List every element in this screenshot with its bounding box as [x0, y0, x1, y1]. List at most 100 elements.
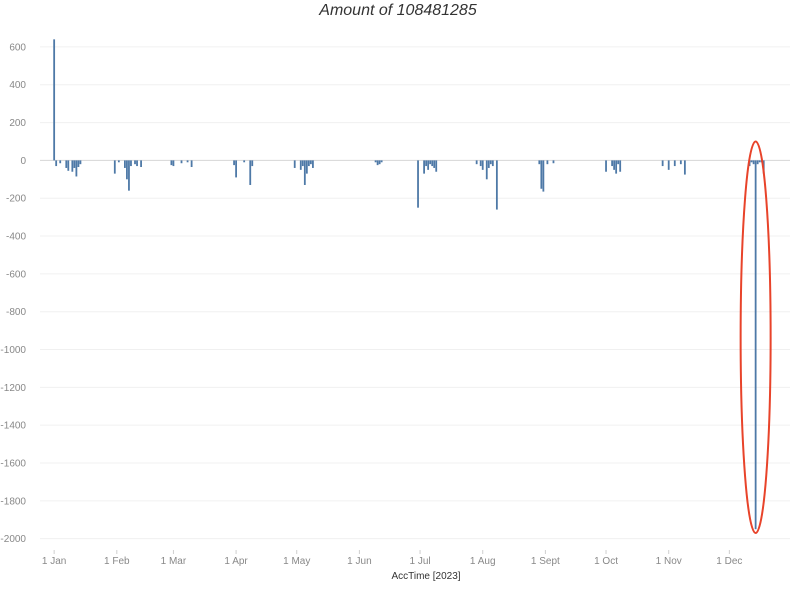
bar[interactable] — [417, 160, 419, 208]
bar[interactable] — [540, 160, 543, 189]
bar[interactable] — [299, 160, 302, 170]
bar[interactable] — [140, 160, 142, 168]
bar[interactable] — [67, 160, 70, 171]
bar[interactable] — [305, 160, 308, 174]
x-tick-label: 1 May — [283, 556, 310, 567]
bar[interactable] — [752, 160, 755, 165]
bar[interactable] — [243, 160, 246, 163]
bar[interactable] — [190, 160, 193, 168]
bar[interactable] — [374, 160, 377, 163]
x-tick-label: 1 Dec — [716, 556, 742, 567]
bar[interactable] — [617, 160, 620, 165]
y-tick-label: -2000 — [0, 534, 26, 545]
bar[interactable] — [136, 160, 138, 167]
bar[interactable] — [423, 160, 425, 174]
y-tick-label: -1400 — [0, 421, 26, 432]
bar[interactable] — [126, 160, 128, 180]
bar[interactable] — [552, 160, 555, 164]
bar[interactable] — [124, 160, 126, 168]
bar[interactable] — [303, 160, 306, 185]
bar[interactable] — [756, 160, 759, 165]
bar[interactable] — [611, 160, 614, 167]
x-tick-label: 1 Jun — [347, 556, 371, 567]
bar[interactable] — [380, 160, 383, 163]
y-tick-label: 400 — [9, 80, 26, 91]
bar[interactable] — [605, 160, 607, 172]
bar[interactable] — [479, 160, 482, 167]
x-tick-label: 1 Jul — [409, 556, 430, 567]
gridlines — [40, 46, 790, 540]
bar[interactable] — [55, 160, 58, 167]
bar[interactable] — [615, 160, 618, 174]
y-tick-label: -1000 — [0, 345, 26, 356]
y-tick-label: -1800 — [0, 496, 26, 507]
bar[interactable] — [251, 160, 254, 167]
y-tick-label: 200 — [9, 118, 26, 129]
bar[interactable] — [71, 160, 74, 172]
bar[interactable] — [249, 160, 252, 185]
x-tick-label: 1 Feb — [104, 556, 130, 567]
bar[interactable] — [186, 160, 189, 163]
bar[interactable] — [113, 160, 116, 174]
bar[interactable] — [427, 160, 430, 170]
bar[interactable] — [73, 160, 76, 168]
bar[interactable] — [75, 160, 78, 177]
bar[interactable] — [312, 160, 314, 168]
bar[interactable] — [180, 160, 183, 164]
y-axis: 600 400 200 0 -200 -400 -600 -800 -1000 -1200 -140… — [0, 42, 26, 545]
bar[interactable] — [485, 160, 488, 180]
bar[interactable] — [376, 160, 379, 166]
bar[interactable] — [673, 160, 676, 167]
bar[interactable] — [487, 160, 490, 168]
bar[interactable] — [59, 160, 62, 164]
bar[interactable] — [475, 160, 478, 165]
bar-series — [53, 39, 765, 530]
x-tick-label: 1 Mar — [161, 556, 187, 567]
bar[interactable] — [546, 160, 549, 165]
bar[interactable] — [481, 160, 484, 170]
bar[interactable] — [307, 160, 310, 167]
bar[interactable] — [134, 160, 136, 165]
bar[interactable] — [433, 160, 436, 168]
bar[interactable] — [758, 160, 761, 163]
bar[interactable] — [679, 160, 682, 165]
bar[interactable] — [542, 160, 545, 192]
chart-title: Amount of 108481285 — [319, 2, 477, 19]
bar[interactable] — [435, 160, 438, 172]
x-tick-label: 1 Apr — [224, 556, 248, 567]
bar[interactable] — [491, 160, 494, 167]
bar[interactable] — [538, 160, 541, 165]
bar[interactable] — [130, 160, 132, 167]
bar[interactable] — [661, 160, 664, 167]
bar[interactable] — [309, 160, 312, 165]
bar[interactable] — [429, 160, 432, 165]
bar[interactable] — [65, 160, 68, 168]
bar[interactable] — [754, 160, 757, 530]
bar[interactable] — [170, 160, 173, 166]
bar[interactable] — [77, 160, 80, 168]
bar[interactable] — [431, 160, 434, 167]
bar[interactable] — [293, 160, 296, 168]
y-tick-label: 600 — [9, 42, 26, 53]
bar[interactable] — [489, 160, 492, 165]
bar[interactable] — [301, 160, 304, 167]
bar[interactable] — [619, 160, 622, 172]
bar[interactable] — [53, 39, 56, 161]
bar[interactable] — [667, 160, 670, 170]
bar[interactable] — [495, 160, 498, 210]
x-tick-label: 1 Sept — [531, 556, 560, 567]
x-axis-title: AccTime [2023] — [391, 571, 460, 582]
bar[interactable] — [425, 160, 428, 167]
bar[interactable] — [613, 160, 616, 170]
bar[interactable] — [235, 160, 237, 178]
bar[interactable] — [128, 160, 130, 191]
bar[interactable] — [172, 160, 175, 167]
x-tick-label: 1 Nov — [656, 556, 682, 567]
bar[interactable] — [378, 160, 381, 165]
bar[interactable] — [750, 160, 753, 163]
bar[interactable] — [79, 160, 82, 165]
bar[interactable] — [233, 160, 235, 166]
bar[interactable] — [117, 160, 120, 163]
bar[interactable] — [683, 160, 686, 175]
